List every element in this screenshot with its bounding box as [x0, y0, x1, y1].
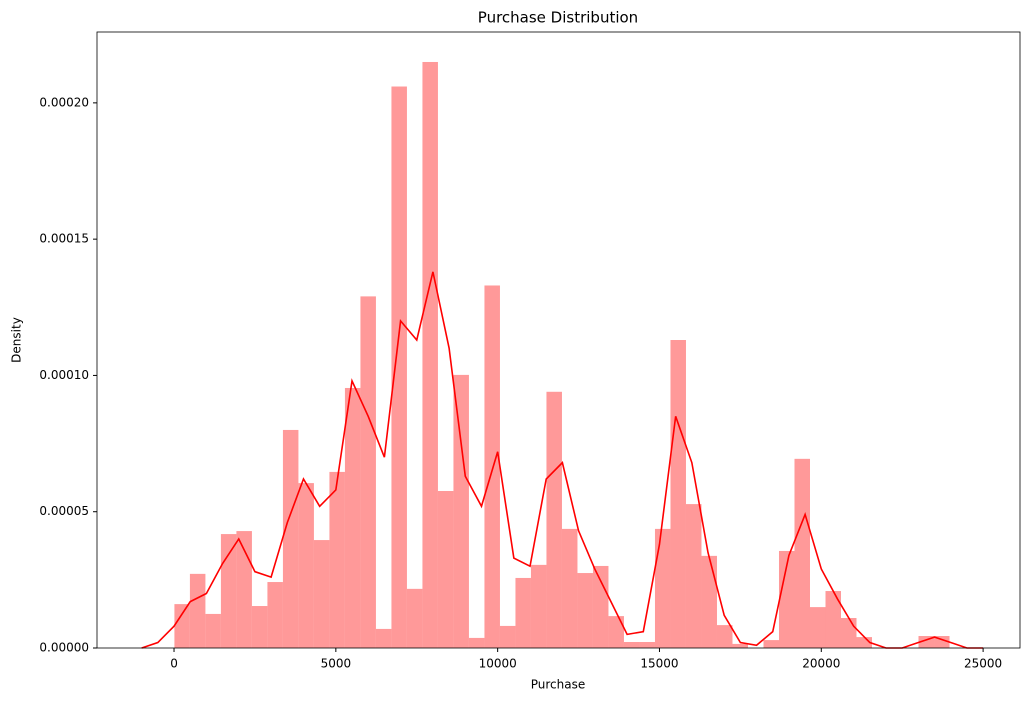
bar [406, 588, 423, 648]
bar [437, 491, 454, 648]
bar [856, 637, 873, 648]
bar [825, 591, 841, 648]
bar [685, 504, 702, 648]
bar [561, 528, 578, 648]
plot-frame [96, 31, 1021, 649]
bar [530, 564, 547, 648]
bar [468, 637, 485, 648]
bar [313, 540, 330, 648]
bar [484, 285, 500, 648]
bar [623, 642, 640, 648]
bar [344, 387, 361, 648]
chart-title: Purchase Distribution [478, 9, 638, 27]
bar [267, 582, 283, 648]
bar [251, 606, 268, 648]
bar [453, 374, 469, 648]
bar [422, 61, 438, 648]
bar [608, 616, 624, 648]
bar [205, 613, 221, 648]
x-tick-label: 5000 [321, 657, 352, 671]
y-tick-label: 0.00015 [39, 232, 89, 246]
bar [577, 573, 593, 648]
bar [763, 640, 779, 648]
bar [716, 625, 733, 648]
bar [592, 565, 609, 648]
y-axis-label: Density [10, 317, 24, 363]
bar [174, 604, 190, 648]
bar [282, 429, 299, 648]
bar [546, 391, 562, 648]
y-tick-label: 0.00000 [39, 641, 89, 655]
bar [701, 555, 717, 648]
bar [794, 458, 810, 648]
bar [391, 86, 407, 648]
bar [189, 573, 206, 648]
bar [840, 618, 857, 648]
bar [670, 340, 686, 648]
bar [236, 531, 252, 648]
bar [298, 483, 314, 648]
x-tick-label: 0 [170, 657, 178, 671]
y-tick-label: 0.00010 [39, 368, 89, 382]
bar [360, 296, 376, 648]
bar [329, 471, 345, 648]
kde-line [141, 271, 984, 649]
bar [918, 636, 935, 648]
bar [220, 534, 237, 648]
x-tick-label: 20000 [802, 657, 840, 671]
y-tick-label: 0.00020 [39, 95, 89, 109]
x-axis-label: Purchase [531, 678, 586, 692]
bar [654, 528, 671, 648]
y-tick-label: 0.00005 [39, 504, 89, 518]
bar [732, 643, 748, 648]
bar [639, 642, 655, 648]
bar [499, 625, 516, 648]
x-tick-label: 15000 [640, 657, 678, 671]
bar [934, 636, 950, 648]
bar [515, 577, 531, 648]
x-tick-label: 25000 [964, 657, 1002, 671]
bar [375, 628, 392, 648]
x-tick-label: 10000 [479, 657, 517, 671]
bar [809, 607, 826, 648]
bar [778, 550, 795, 648]
